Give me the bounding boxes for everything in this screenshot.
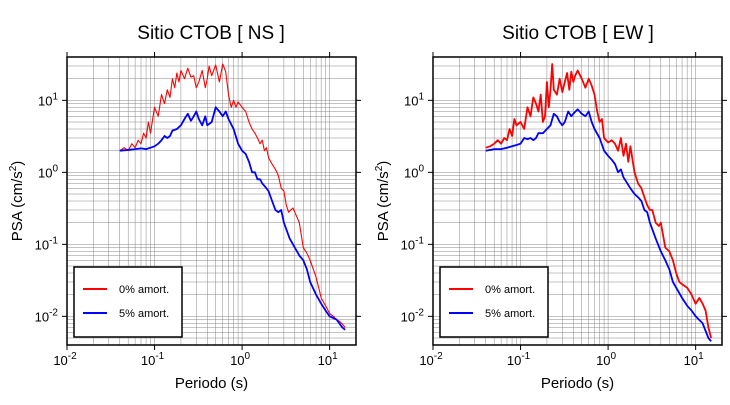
y-tick-label: 101 [38,91,58,108]
tick-base: 10 [230,353,244,368]
legend: 0% amort. 5% amort. [73,266,183,338]
tick-exponent: -1 [155,351,164,362]
y-axis-label-sup: 2 [374,165,385,171]
tick-exponent: 1 [418,91,424,102]
tick-exponent: -2 [415,307,424,318]
x-tick-label: 10-2 [53,351,77,368]
tick-exponent: -1 [521,351,530,362]
tick-base: 10 [35,309,49,324]
tick-base: 10 [684,353,698,368]
tick-exponent: 0 [245,351,251,362]
legend-box [439,266,549,338]
tick-base: 10 [35,237,49,252]
tick-exponent: 1 [52,91,58,102]
x-axis-label: Periodo (s) [541,375,614,392]
y-axis-label-close: ) [375,161,392,166]
legend-label-5pct: 5% amort. [119,308,169,320]
tick-base: 10 [53,353,67,368]
legend-box [73,266,183,338]
tick-base: 10 [596,353,610,368]
tick-base: 10 [401,309,415,324]
series-line-5pct [119,106,346,331]
legend-label-5pct: 5% amort. [485,308,535,320]
x-tick-label: 10-1 [141,351,165,368]
chart-title: Sitio CTOB [ EW ] [502,23,654,44]
legend: 0% amort. 5% amort. [439,266,549,338]
tick-base: 10 [507,353,521,368]
y-tick-label: 10-2 [401,307,425,324]
y-tick-label: 10-2 [35,307,59,324]
tick-exponent: -2 [434,351,443,362]
tick-base: 10 [404,93,418,108]
x-tick-label: 10-1 [507,351,531,368]
y-axis-label: PSA (cm/s2) [8,161,26,242]
y-axis-label-main: PSA (cm/s [9,171,26,241]
tick-exponent: -1 [49,235,58,246]
legend-label-0pct: 0% amort. [485,284,535,296]
y-tick-label: 100 [38,163,58,180]
y-tick-label: 10-1 [401,235,425,252]
tick-base: 10 [38,165,52,180]
tick-base: 10 [401,237,415,252]
x-tick-label: 101 [318,351,338,368]
chart-title: Sitio CTOB [ NS ] [137,23,284,44]
tick-exponent: 0 [611,351,617,362]
tick-exponent: -1 [415,235,424,246]
tick-base: 10 [419,353,433,368]
series-line-0pct [485,63,712,339]
tick-exponent: -2 [49,307,58,318]
y-axis-label-sup: 2 [8,165,19,171]
y-tick-label: 100 [404,163,424,180]
y-tick-label: 10-1 [35,235,59,252]
plot-frame [66,56,357,346]
tick-base: 10 [141,353,155,368]
series-line-5pct [485,108,712,342]
plot-frame [432,56,723,346]
tick-exponent: -2 [68,351,77,362]
tick-base: 10 [38,93,52,108]
y-tick-label: 101 [404,91,424,108]
y-axis-label-main: PSA (cm/s [375,171,392,241]
x-tick-label: 101 [684,351,704,368]
axis-ticks [62,52,361,350]
tick-exponent: 0 [418,163,424,174]
y-axis-label-close: ) [9,161,26,166]
x-axis-label: Periodo (s) [175,375,248,392]
tick-exponent: 0 [52,163,58,174]
axis-ticks [428,52,727,350]
y-axis-label: PSA (cm/s2) [374,161,392,242]
tick-base: 10 [404,165,418,180]
x-tick-label: 100 [230,351,250,368]
tick-base: 10 [318,353,332,368]
series-line-0pct [119,63,346,328]
tick-exponent: 1 [332,351,338,362]
tick-exponent: 1 [698,351,704,362]
x-tick-label: 100 [596,351,616,368]
x-tick-label: 10-2 [419,351,443,368]
legend-label-0pct: 0% amort. [119,284,169,296]
